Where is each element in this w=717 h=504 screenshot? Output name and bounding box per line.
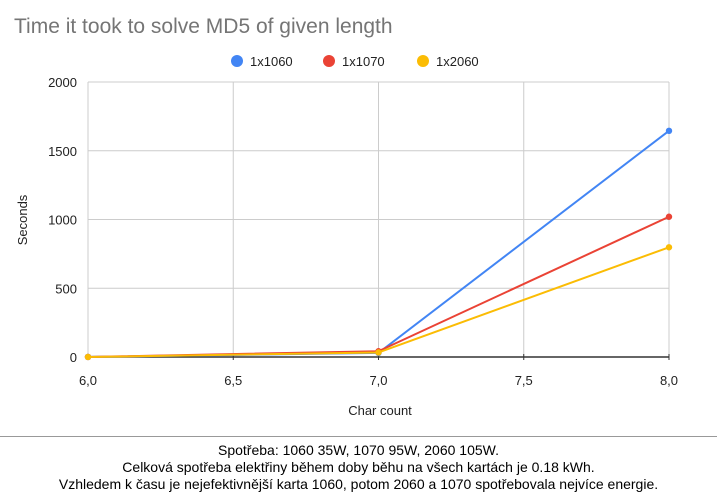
x-axis-label: Char count [348,403,412,418]
series-group [84,127,673,361]
y-tick-label: 500 [55,281,77,296]
chart-title: Time it took to solve MD5 of given lengt… [14,15,393,38]
x-tick-label: 7,0 [369,373,387,388]
data-point [665,127,673,135]
legend-marker [231,55,243,67]
axes: 0 500 1000 1500 2000 6,0 6,5 7,0 7,5 8,0 [48,75,678,388]
note-line: Spotřeba: 1060 35W, 1070 95W, 2060 105W. [218,442,499,458]
y-tick-label: 2000 [48,75,77,90]
data-point [665,244,673,251]
note-line: Celková spotřeba elektřiny během doby bě… [122,459,595,475]
x-tick-label: 7,5 [515,373,533,388]
legend-label: 1x1060 [250,54,293,69]
legend-label: 1x2060 [436,54,479,69]
y-tick-label: 1000 [48,213,77,228]
legend-marker [323,55,335,67]
legend: 1x1060 1x1070 1x2060 [231,54,479,69]
y-tick-label: 1500 [48,144,77,159]
data-point [84,353,92,361]
y-axis-label: Seconds [15,194,30,245]
data-point [665,213,673,220]
data-point [375,349,382,356]
x-tick-label: 6,0 [79,373,97,388]
note-line: Vzhledem k času je nejefektivnější karta… [58,476,659,492]
grid [87,81,670,357]
x-tick-label: 6,5 [224,373,242,388]
legend-label: 1x1070 [342,54,385,69]
x-tick-label: 8,0 [660,373,678,388]
notes-panel: Spotřeba: 1060 35W, 1070 95W, 2060 105W.… [0,436,717,493]
legend-marker [417,55,429,67]
line-chart: Time it took to solve MD5 of given lengt… [14,15,678,418]
y-tick-label: 0 [70,350,77,365]
